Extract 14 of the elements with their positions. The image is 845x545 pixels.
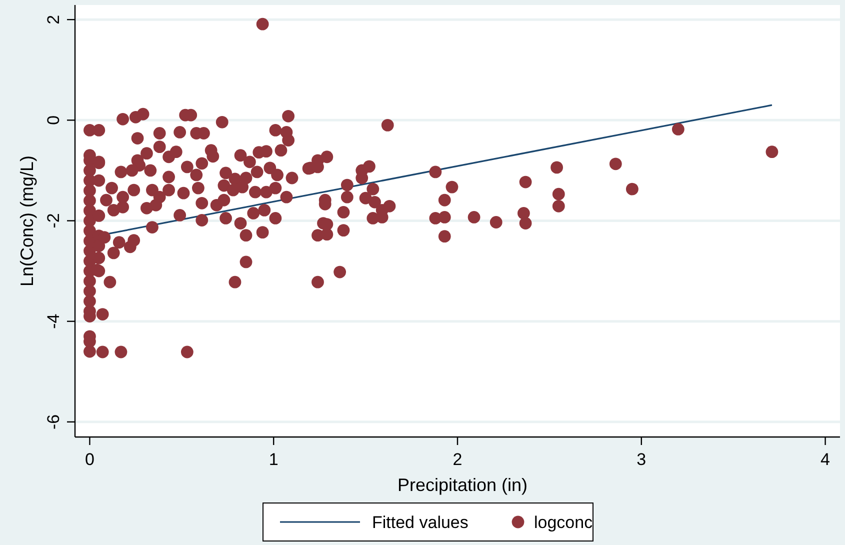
x-tick-label: 4 bbox=[820, 450, 830, 469]
x-tick-label: 1 bbox=[268, 450, 278, 469]
y-tick-label: -2 bbox=[44, 213, 63, 228]
x-tick-label: 2 bbox=[452, 450, 462, 469]
y-tick-label: -4 bbox=[44, 314, 63, 329]
y-tick-label: 0 bbox=[44, 115, 63, 125]
x-tick-label: 0 bbox=[84, 450, 94, 469]
y-axis-title: Ln(Conc) (mg/L) bbox=[17, 155, 37, 287]
x-tick-label: 3 bbox=[636, 450, 646, 469]
legend-label: logconc bbox=[534, 513, 594, 532]
legend-label: Fitted values bbox=[372, 513, 468, 532]
y-tick-label: 2 bbox=[44, 14, 63, 24]
y-tick-label: -6 bbox=[44, 414, 63, 430]
x-axis-title: Precipitation (in) bbox=[397, 475, 528, 495]
